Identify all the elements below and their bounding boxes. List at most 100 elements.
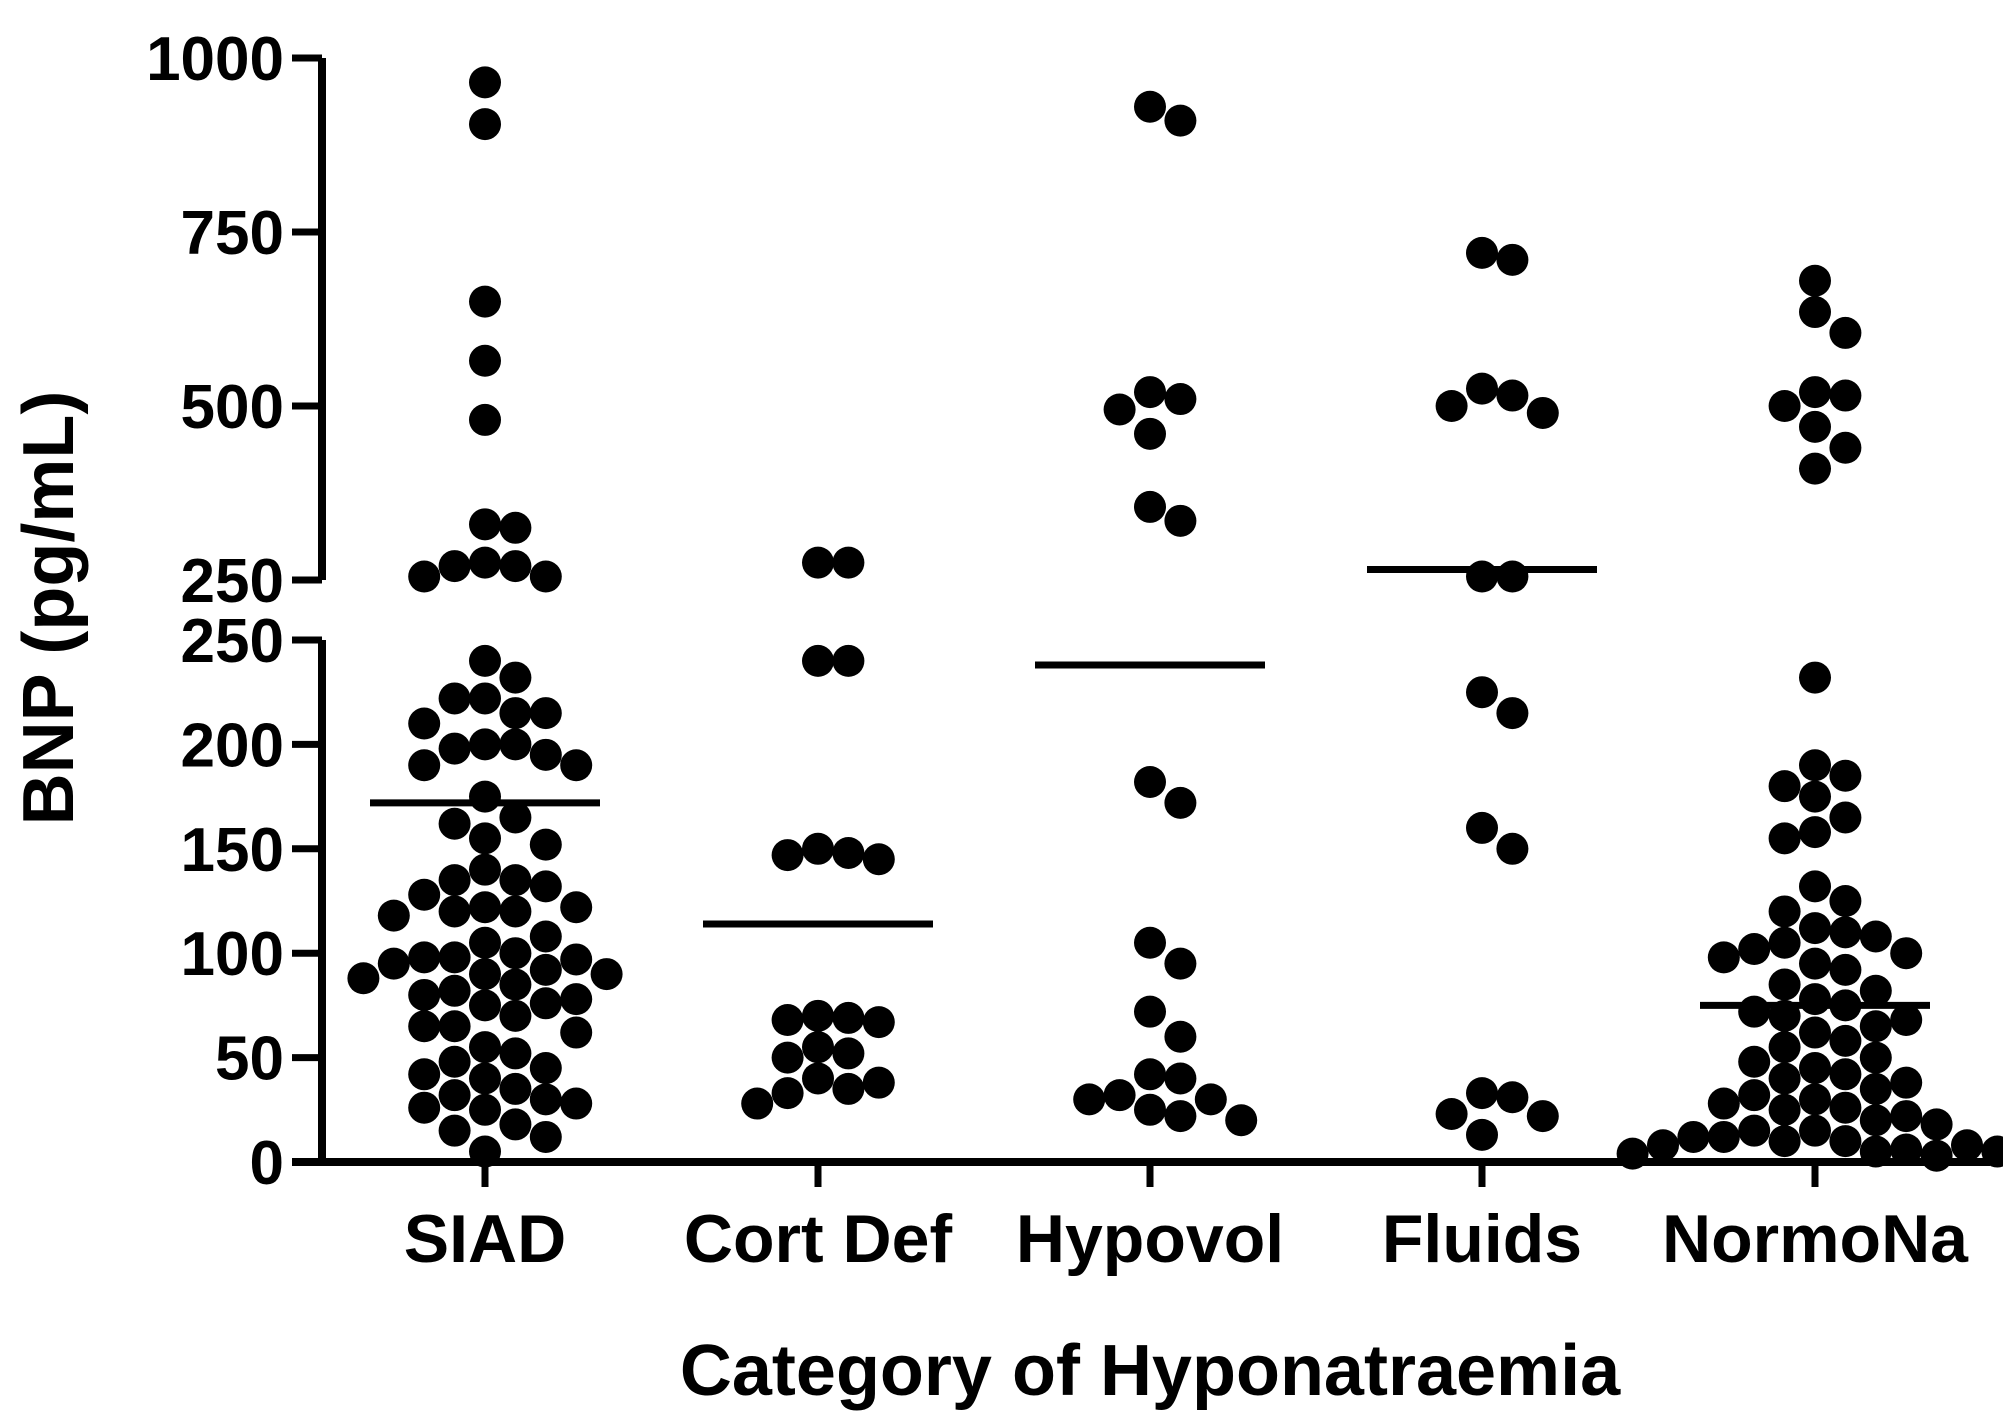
data-point [1466, 811, 1498, 844]
data-point [438, 807, 471, 840]
data-point [1768, 822, 1801, 855]
data-point [1768, 390, 1801, 422]
data-point [529, 828, 562, 861]
data-point [832, 1072, 865, 1105]
data-point [438, 732, 471, 765]
data-point [1829, 801, 1862, 834]
data-point [1829, 1091, 1862, 1124]
data-points [347, 66, 2003, 1172]
data-point [1799, 661, 1831, 694]
y-tick-label: 250 [181, 547, 284, 616]
data-point [771, 1041, 804, 1074]
data-point [1164, 104, 1197, 137]
data-point [1134, 376, 1166, 409]
data-point [1799, 1016, 1831, 1049]
data-point [438, 1010, 471, 1043]
y-tick-label: 500 [181, 373, 284, 442]
data-point [1799, 1114, 1831, 1147]
data-point [1829, 1024, 1862, 1057]
data-point [469, 958, 501, 991]
data-point [802, 644, 834, 677]
data-point [1768, 926, 1801, 959]
data-point [469, 108, 501, 141]
data-point [1496, 832, 1529, 865]
data-point [499, 1108, 532, 1141]
data-point [499, 511, 532, 544]
data-point [1829, 431, 1862, 464]
x-category-labels: SIAD Cort Def Hypovol Fluids NormoNa [404, 1162, 1969, 1277]
data-point [499, 895, 532, 928]
data-point [1496, 379, 1529, 412]
data-point [469, 1062, 501, 1095]
data-point [862, 1066, 895, 1099]
data-point [862, 1006, 895, 1039]
data-point [499, 1037, 532, 1070]
data-point [1799, 1083, 1831, 1116]
data-point [1134, 765, 1166, 798]
data-point [590, 958, 623, 991]
data-point [469, 853, 501, 886]
data-point [529, 697, 562, 730]
data-point [469, 1031, 501, 1064]
y-axis-title: BNP (pg/mL) [9, 391, 89, 826]
data-point [499, 999, 532, 1032]
data-point [1768, 968, 1801, 1001]
data-point [771, 1077, 804, 1110]
data-point [1768, 1093, 1801, 1126]
data-point [499, 937, 532, 970]
data-point [438, 974, 471, 1007]
data-point [469, 822, 501, 855]
data-point [1981, 1135, 2003, 1168]
data-point [529, 1052, 562, 1085]
data-point [1164, 383, 1197, 416]
data-point [1920, 1139, 1953, 1172]
data-point [1859, 1041, 1892, 1074]
data-point [438, 1114, 471, 1147]
data-point [1225, 1104, 1258, 1137]
data-point [469, 728, 501, 761]
data-point [1466, 1118, 1498, 1151]
data-point [499, 661, 532, 694]
data-point [499, 697, 532, 730]
data-point [802, 1031, 834, 1064]
data-point [1799, 947, 1831, 980]
data-point [1829, 953, 1862, 986]
data-point [438, 682, 471, 715]
data-point [1829, 885, 1862, 917]
data-point [1616, 1137, 1649, 1170]
data-point [1829, 316, 1862, 349]
data-point [529, 1083, 562, 1116]
data-point [408, 1091, 441, 1124]
data-point [438, 895, 471, 928]
data-point [438, 1079, 471, 1112]
data-point [499, 864, 532, 897]
data-point [1890, 937, 1923, 970]
axes [292, 58, 1990, 1166]
data-point [438, 941, 471, 974]
data-point [1435, 1097, 1468, 1130]
x-category-label: Fluids [1382, 1201, 1582, 1277]
data-point [529, 1120, 562, 1153]
data-point [1890, 1100, 1923, 1133]
data-point [1134, 90, 1166, 123]
data-point [1799, 296, 1831, 329]
data-point [1799, 1052, 1831, 1085]
data-point [1829, 1125, 1862, 1158]
data-point [1164, 1062, 1197, 1095]
data-point [1466, 560, 1498, 593]
data-point [832, 546, 865, 579]
data-point [771, 839, 804, 872]
data-point [1103, 1079, 1136, 1112]
data-point [469, 644, 501, 677]
data-point [438, 1045, 471, 1078]
data-point [802, 1062, 834, 1095]
data-point [469, 926, 501, 959]
data-point [1103, 393, 1136, 426]
y-tick-label: 0 [250, 1129, 284, 1198]
data-point [1164, 1020, 1197, 1053]
data-point [1677, 1120, 1710, 1153]
data-point [1707, 941, 1740, 974]
data-point [1890, 1066, 1923, 1099]
data-point [469, 344, 501, 377]
